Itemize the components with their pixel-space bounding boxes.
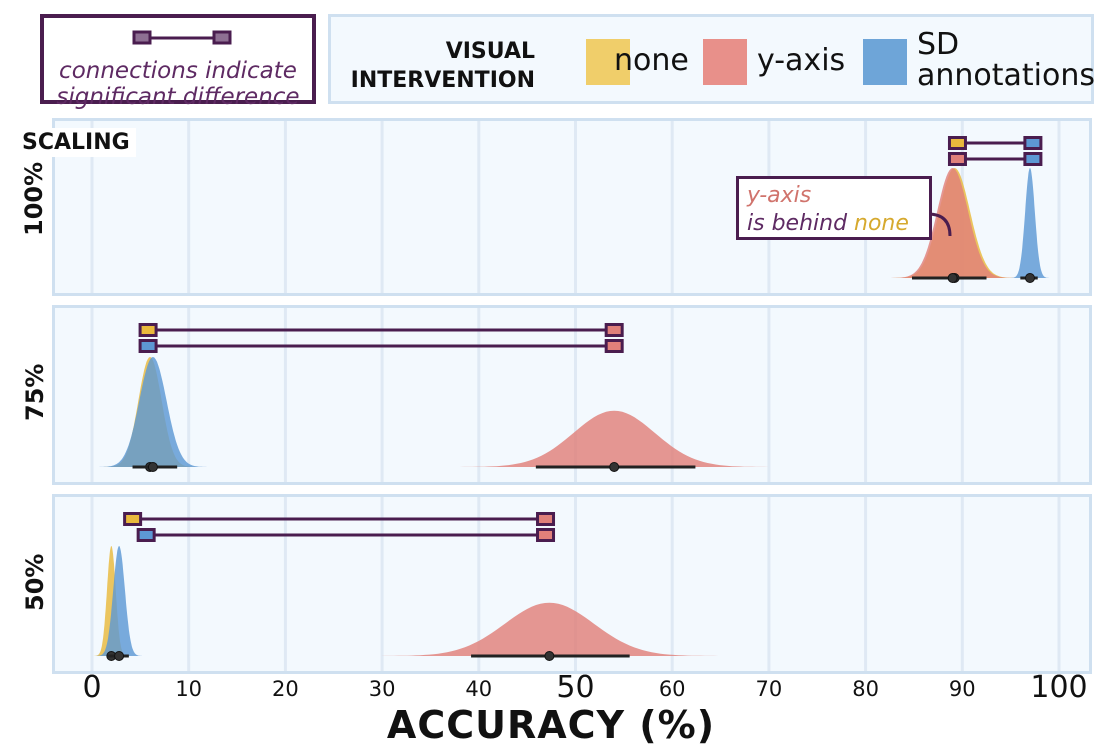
x-tick-40: 40 xyxy=(465,677,493,701)
connection-end-y-axis-panel-0 xyxy=(947,152,967,166)
connection-end-y-axis-panel-1 xyxy=(604,339,624,353)
x-tick-30: 30 xyxy=(368,677,396,701)
mean-point-sd-annotations-panel-0 xyxy=(1024,273,1035,283)
panel-label-100: 100% xyxy=(20,161,48,236)
connection-end-sd-annotations-panel-1 xyxy=(138,339,158,353)
legend-title: VISUAL INTERVENTION xyxy=(350,39,535,93)
density-sd-annotations-panel-1 xyxy=(98,357,208,467)
density-y-axis-panel-0 xyxy=(890,168,1015,278)
mean-point-y-axis-panel-1 xyxy=(609,462,620,472)
density-y-axis-panel-2 xyxy=(371,602,728,656)
connection-end-sd-annotations-panel-0 xyxy=(1023,136,1043,150)
connection-end-sd-annotations-panel-0 xyxy=(1023,152,1043,166)
connection-end-none-panel-0 xyxy=(947,136,967,150)
legend-label-none: none xyxy=(614,43,689,78)
connection-end-y-axis-panel-2 xyxy=(536,512,556,526)
legend-swatch-y-axis xyxy=(703,39,747,85)
x-tick-0: 0 xyxy=(82,670,102,705)
legend-swatch-sd-annotations xyxy=(863,39,907,85)
legend-label-sd-annotations: SD annotations xyxy=(917,27,1096,93)
legend-swatch-none xyxy=(586,39,630,85)
facet-title: SCALING xyxy=(16,128,136,157)
panel-label-75: 75% xyxy=(21,363,49,421)
connection-end-y-axis-panel-1 xyxy=(604,323,624,337)
x-tick-10: 10 xyxy=(175,677,203,701)
legend: VISUAL INTERVENTION none y-axis SD annot… xyxy=(328,14,1096,104)
annotation-part3: none xyxy=(854,211,909,236)
x-tick-80: 80 xyxy=(852,677,879,701)
annotation-part2: is behind xyxy=(747,211,848,236)
x-tick-70: 70 xyxy=(755,677,783,701)
significance-legend-text: connections indicate significant differe… xyxy=(56,58,300,110)
connection-example-icon xyxy=(132,30,232,45)
connection-end-sd-annotations-panel-2 xyxy=(136,528,156,542)
x-axis-title: ACCURACY (%) xyxy=(386,703,716,747)
density-sd-annotations-panel-0 xyxy=(1010,168,1050,278)
legend-label-y-axis: y-axis xyxy=(757,43,846,78)
annotation-callout: y-axis is behind none xyxy=(736,176,932,240)
panel-label-50: 50% xyxy=(21,553,49,611)
mean-point-sd-annotations-panel-2 xyxy=(114,651,125,661)
significance-legend-box: connections indicate significant differe… xyxy=(40,14,316,110)
mean-point-y-axis-panel-0 xyxy=(947,273,958,283)
x-tick-100: 100 xyxy=(1030,670,1088,705)
density-y-axis-panel-1 xyxy=(451,410,777,467)
x-tick-90: 90 xyxy=(948,677,976,701)
density-none-panel-2 xyxy=(93,546,129,656)
x-tick-60: 60 xyxy=(658,677,686,701)
x-tick-20: 20 xyxy=(272,677,299,701)
mean-point-sd-annotations-panel-1 xyxy=(147,462,158,472)
connection-end-y-axis-panel-2 xyxy=(536,528,556,542)
connection-end-none-panel-2 xyxy=(123,512,143,526)
connection-end-none-panel-1 xyxy=(138,323,158,337)
mean-point-y-axis-panel-2 xyxy=(544,651,555,661)
density-sd-annotations-panel-2 xyxy=(95,546,143,656)
annotation-part1: y-axis xyxy=(747,183,812,208)
x-tick-50: 50 xyxy=(556,670,595,705)
